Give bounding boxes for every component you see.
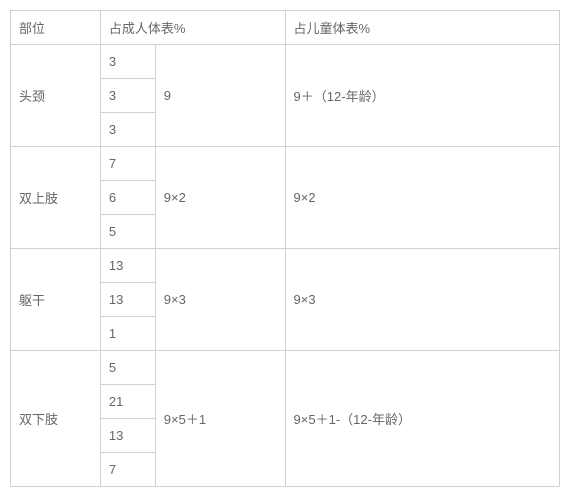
sub-value: 1 [100, 317, 155, 351]
table-row: 双上肢 7 9×2 9×2 [11, 147, 560, 181]
child-value: 9×2 [285, 147, 559, 249]
table-row: 双下肢 5 9×5＋1 9×5＋1-（12-年龄） [11, 351, 560, 385]
header-part: 部位 [11, 11, 101, 45]
sub-value: 7 [100, 453, 155, 487]
sub-value: 3 [100, 113, 155, 147]
table-row: 躯干 13 9×3 9×3 [11, 249, 560, 283]
adult-value: 9 [155, 45, 285, 147]
sub-value: 13 [100, 283, 155, 317]
table-header-row: 部位 占成人体表% 占儿童体表% [11, 11, 560, 45]
table-row: 头颈 3 9 9＋（12-年龄） [11, 45, 560, 79]
child-value: 9×5＋1-（12-年龄） [285, 351, 559, 487]
adult-value: 9×3 [155, 249, 285, 351]
part-label: 躯干 [11, 249, 101, 351]
header-child: 占儿童体表% [285, 11, 559, 45]
body-surface-table: 部位 占成人体表% 占儿童体表% 头颈 3 9 9＋（12-年龄） 3 3 双上… [10, 10, 560, 487]
sub-value: 5 [100, 215, 155, 249]
part-label: 双下肢 [11, 351, 101, 487]
sub-value: 13 [100, 419, 155, 453]
adult-value: 9×5＋1 [155, 351, 285, 487]
sub-value: 3 [100, 79, 155, 113]
child-value: 9×3 [285, 249, 559, 351]
sub-value: 3 [100, 45, 155, 79]
adult-value: 9×2 [155, 147, 285, 249]
sub-value: 6 [100, 181, 155, 215]
sub-value: 7 [100, 147, 155, 181]
sub-value: 21 [100, 385, 155, 419]
sub-value: 5 [100, 351, 155, 385]
sub-value: 13 [100, 249, 155, 283]
part-label: 双上肢 [11, 147, 101, 249]
header-adult: 占成人体表% [100, 11, 285, 45]
child-value: 9＋（12-年龄） [285, 45, 559, 147]
part-label: 头颈 [11, 45, 101, 147]
